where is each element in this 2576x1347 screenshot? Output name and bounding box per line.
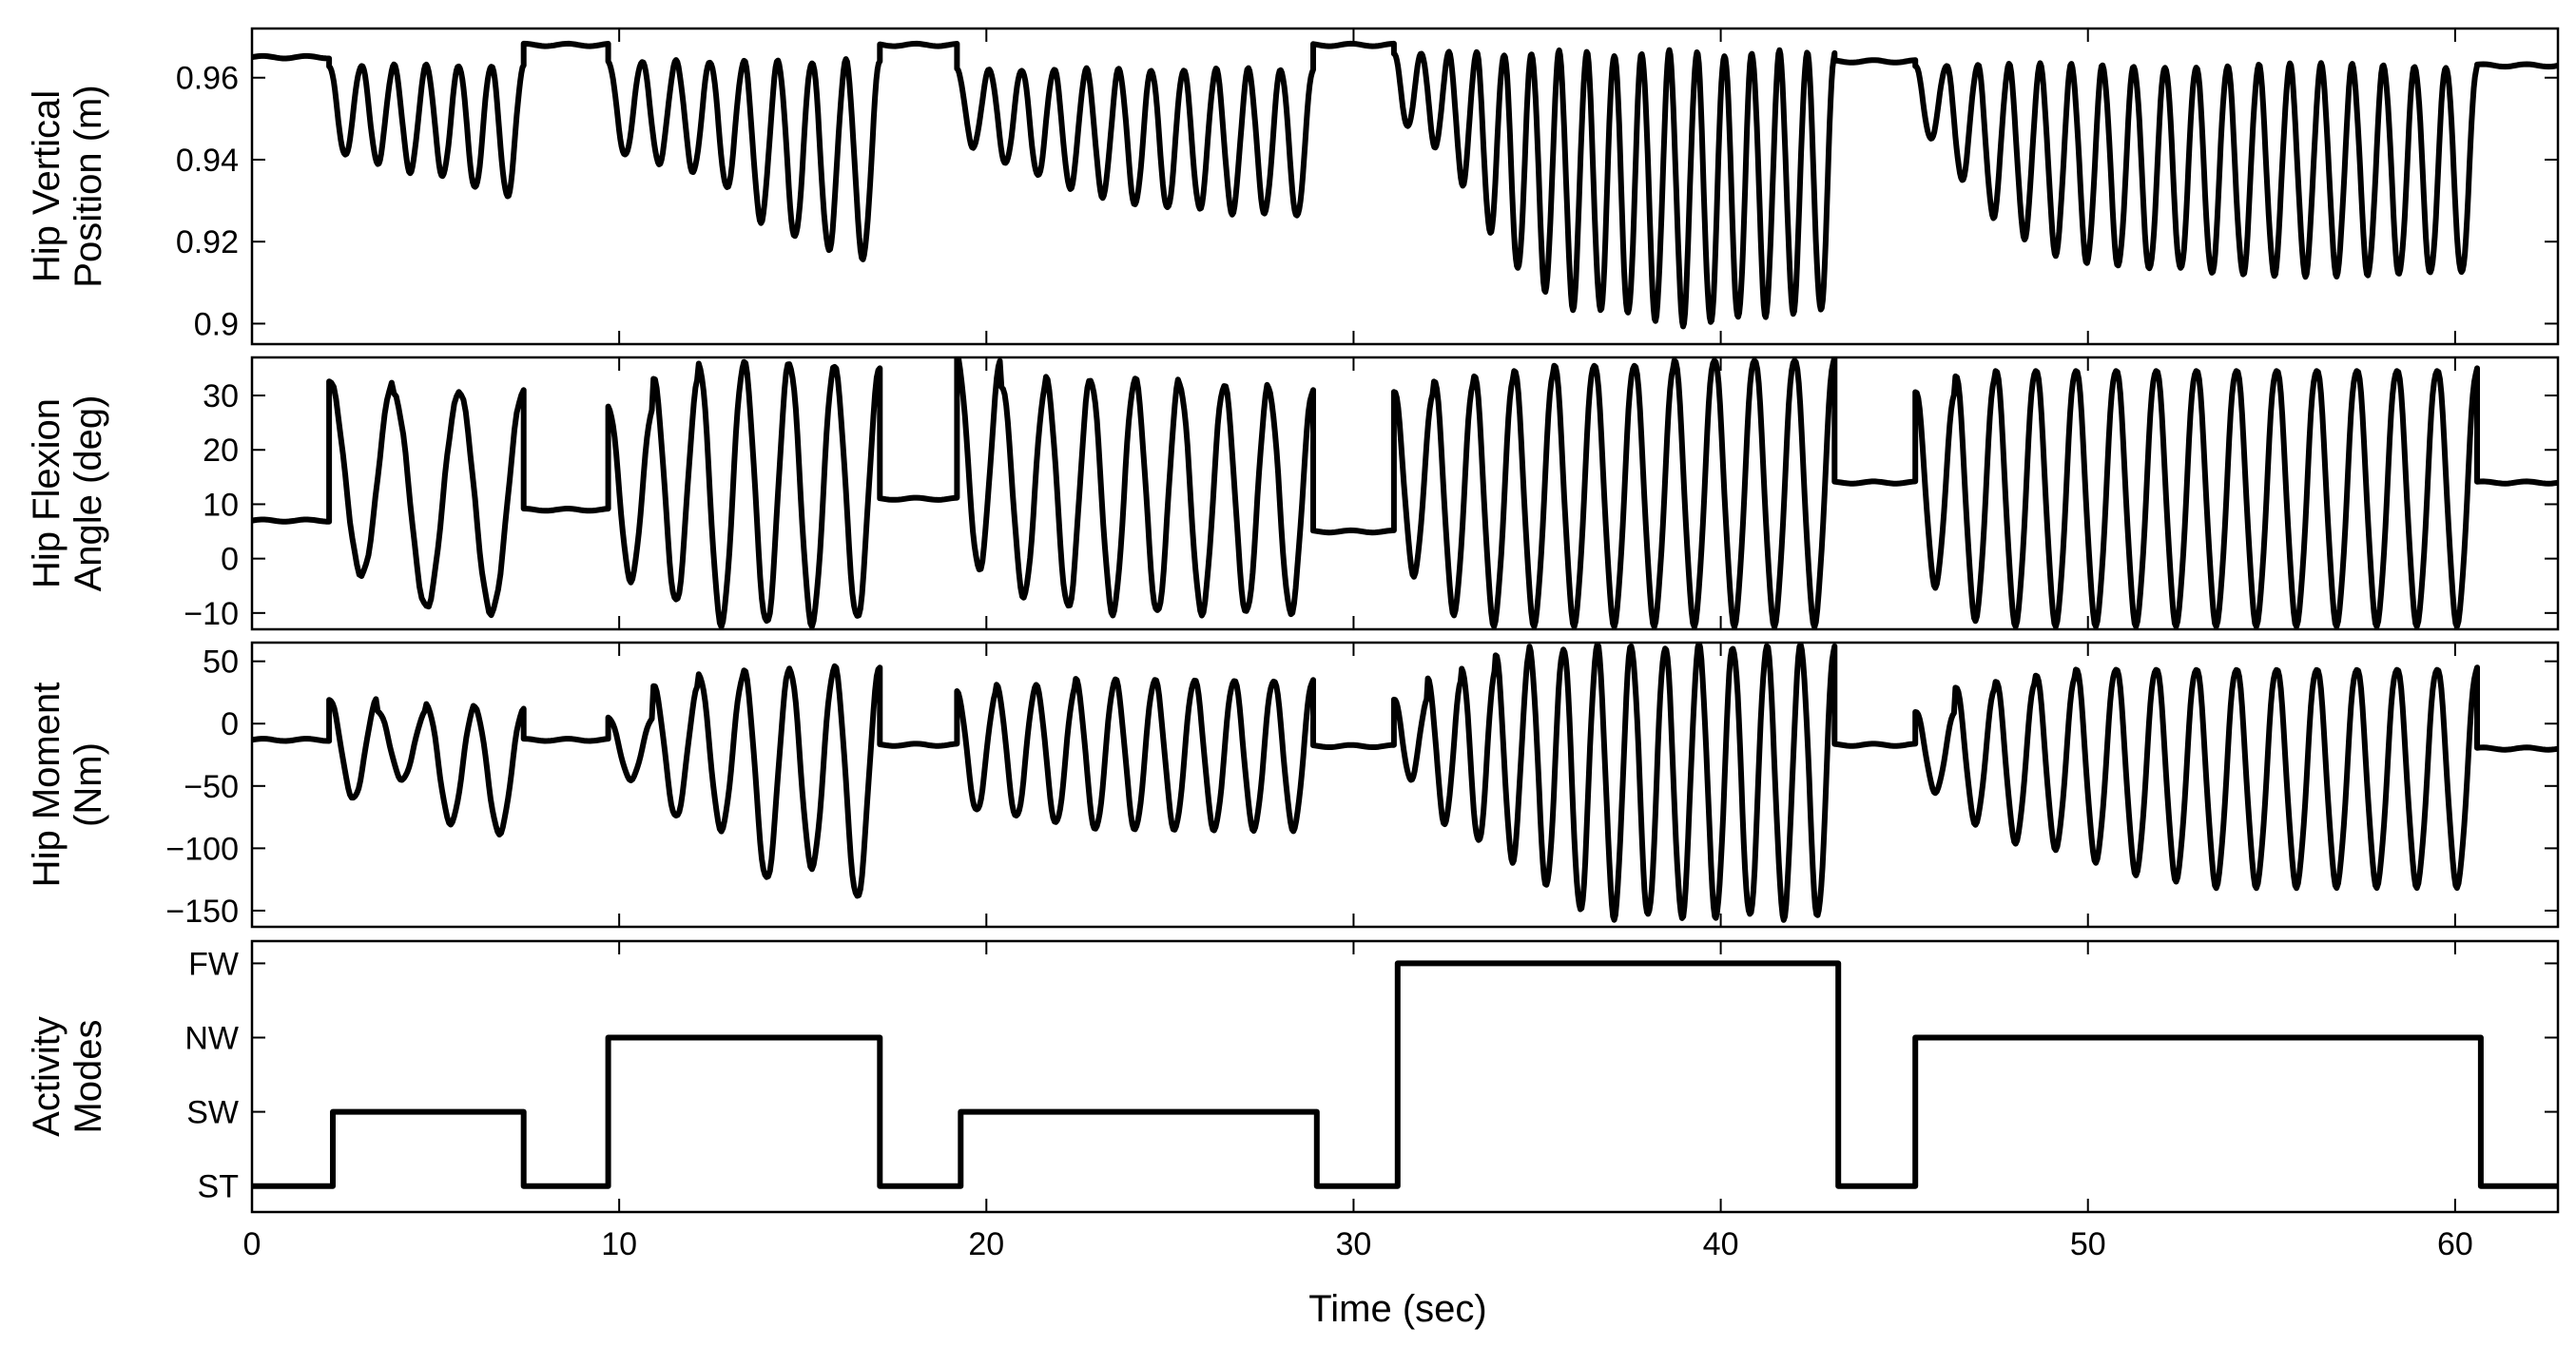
hip-flexion-y-tick-label: 0 [221,542,239,578]
hip-vertical-y-tick-label: 0.9 [194,306,239,342]
x-tick-label: 10 [601,1226,637,1262]
hip-vertical-y-tick-label: 0.96 [176,61,239,97]
hip-moment-y-tick-label: −50 [184,769,239,805]
hip-moment-panel: −150 −100 −50 0 50 Hip Moment (Nm) [26,641,2560,930]
hip-flexion-y-tick-label: 20 [203,433,239,469]
x-axis-title: Time (sec) [1308,1288,1486,1330]
hip-vertical-y-axis-title: Hip Vertical [26,90,68,282]
hip-flexion-y-axis-title: Hip Flexion [26,398,68,588]
hip-vertical-y-tick-label: 0.94 [176,143,239,179]
hip-moment-y-tick-label: 0 [221,706,239,742]
activity-modes-y-tick-label: FW [188,946,239,982]
hip-moment-series-line [252,643,2558,923]
activity-modes-series-line [252,960,2558,1189]
activity-modes-y-axis-title: Modes [68,1019,109,1133]
hip-flexion-y-axis-title: Angle (deg) [68,395,109,592]
hip-flexion-series-line [252,357,2558,629]
hip-moment-y-tick-label: −100 [165,831,239,867]
activity-modes-panel: ST SW NW FW Activity Modes 0 10 20 30 40 50 60 [26,939,2560,1262]
x-tick-label: 20 [968,1226,1004,1262]
hip-flexion-y-tick-label: 10 [203,487,239,523]
hip-vertical-y-tick-label: 0.92 [176,224,239,260]
hip-vertical-plot-frame [250,27,2560,346]
x-tick-label: 40 [1703,1226,1739,1262]
hip-vertical-series-line [252,40,2558,330]
hip-vertical-y-axis-title: Position (m) [68,85,109,287]
activity-modes-y-tick-label: NW [184,1021,239,1057]
hip-flexion-y-tick-label: 30 [203,378,239,414]
hip-moment-y-tick-label: 50 [203,645,239,681]
hip-flexion-plot-frame [250,356,2560,631]
hip-flexion-angle-panel: −10 0 10 20 30 Hip Flexion Angle (deg) [26,356,2560,632]
activity-modes-y-tick-label: ST [198,1169,239,1205]
hip-flexion-y-tick-label: −10 [184,596,239,632]
hip-moment-plot-frame [250,641,2560,929]
hip-moment-y-axis-title: Hip Moment [26,683,68,888]
x-tick-label: 50 [2070,1226,2106,1262]
x-tick-label: 0 [243,1226,261,1262]
hip-moment-y-axis-title: (Nm) [68,742,109,827]
activity-modes-y-axis-title: Activity [26,1016,68,1137]
hip-moment-y-tick-label: −150 [165,894,239,930]
x-tick-label: 60 [2437,1226,2473,1262]
activity-modes-y-tick-label: SW [186,1095,239,1131]
hip-vertical-position-panel: 0.9 0.92 0.94 0.96 Hip Vertical Position (m) [26,27,2560,346]
activity-modes-plot-frame [250,939,2560,1214]
x-tick-label: 30 [1336,1226,1372,1262]
